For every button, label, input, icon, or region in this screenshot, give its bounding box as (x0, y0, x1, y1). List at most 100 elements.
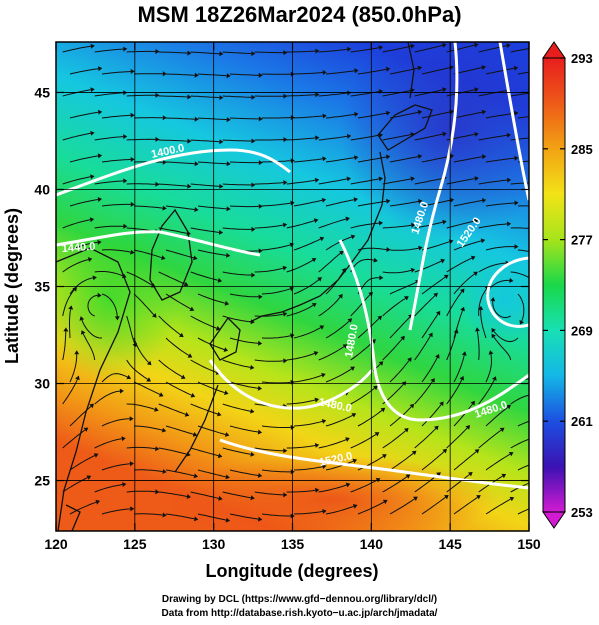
streamline-arrowhead (123, 223, 128, 229)
streamline (478, 134, 508, 141)
streamline (389, 200, 419, 207)
streamline-arrowhead (428, 332, 433, 338)
streamline (446, 291, 463, 317)
streamline-arrowhead (474, 449, 480, 454)
colorbar-min-arrow (542, 511, 566, 529)
streamline (414, 260, 442, 273)
streamline-arrowhead (442, 87, 447, 93)
streamline (62, 45, 91, 53)
streamline (133, 513, 163, 516)
streamline-arrowhead (442, 43, 447, 48)
streamline (318, 135, 348, 141)
streamline (350, 178, 380, 185)
streamline-arrowhead (382, 454, 387, 459)
streamline (133, 425, 163, 431)
streamline (286, 445, 316, 449)
streamline (101, 158, 131, 163)
streamline (69, 354, 78, 383)
ryukyu-islands (174, 384, 219, 473)
streamline-arrowhead (386, 247, 391, 252)
streamline (94, 225, 124, 229)
streamline (382, 89, 412, 97)
streamline-arrowhead (442, 131, 447, 137)
streamline (94, 271, 124, 277)
streamline (69, 277, 94, 295)
streamline-arrowhead (405, 474, 411, 479)
streamline (293, 374, 323, 383)
contour-1400 (56, 148, 291, 197)
streamline (126, 315, 136, 344)
streamline (62, 477, 88, 493)
streamline (325, 414, 353, 427)
streamline-arrowhead (474, 218, 479, 224)
map-plot-area: 1400.0 1440.0 1480.0 1520.0 1480.0 1480.… (56, 42, 529, 531)
streamline-arrowhead (250, 408, 255, 414)
streamline-arrowhead (89, 403, 94, 409)
contour-1440-west (56, 230, 261, 257)
streamline (453, 240, 482, 251)
streamline-arrowhead (373, 385, 378, 391)
streamline (350, 47, 380, 53)
streamline (254, 267, 284, 273)
streamline (82, 333, 96, 361)
streamline-arrowhead (418, 245, 423, 251)
streamline (485, 112, 515, 119)
streamline-arrowhead (283, 50, 288, 56)
streamline (62, 132, 91, 141)
streamline-arrowhead (507, 221, 512, 227)
streamline-arrowhead (410, 176, 415, 182)
streamline (158, 359, 183, 378)
streamline (350, 134, 380, 141)
streamline-arrowhead (407, 357, 412, 362)
streamline-arrowhead (319, 236, 325, 242)
streamline-arrowhead (442, 219, 447, 225)
streamline (517, 205, 529, 207)
streamline (69, 455, 96, 471)
streamline (493, 330, 519, 343)
streamline (389, 360, 410, 383)
streamline-arrowhead (224, 432, 230, 437)
streamline (190, 95, 220, 99)
streamline (382, 297, 406, 317)
x-tick-label: 125 (123, 536, 147, 552)
low-pressure-area (460, 255, 529, 345)
streamline (229, 161, 259, 164)
streamline (165, 425, 194, 435)
streamline (421, 67, 451, 75)
streamline-arrowhead (251, 182, 256, 188)
streamline (62, 289, 75, 317)
streamline-arrowhead (411, 222, 416, 228)
streamline-arrowhead (347, 90, 352, 96)
streamline-arrowhead (130, 69, 135, 74)
streamline (357, 200, 387, 207)
y-axis-ticks: 25 30 35 40 45 (34, 84, 529, 489)
streamline (517, 508, 529, 515)
streamline-arrowhead (314, 177, 320, 183)
streamline (222, 491, 251, 499)
streamline-arrowhead (121, 436, 126, 442)
streamline-arrowhead (283, 358, 288, 364)
streamline (421, 111, 451, 119)
streamline (133, 469, 163, 472)
streamline-arrowhead (385, 110, 391, 116)
streamline (229, 293, 259, 298)
streamline-arrowhead (385, 154, 391, 160)
streamline (158, 183, 188, 187)
streamline-arrowhead (97, 153, 103, 159)
streamline-arrowhead (193, 255, 198, 261)
streamline (286, 352, 315, 361)
streamline (476, 331, 480, 361)
streamline (69, 241, 98, 251)
streamline (165, 73, 195, 76)
streamline (318, 346, 345, 361)
streamline (190, 183, 220, 187)
coastlines (56, 42, 433, 531)
streamline-arrowhead (86, 475, 92, 480)
streamline-arrowhead (311, 258, 317, 263)
streamline-arrowhead (461, 351, 467, 356)
streamline-arrowhead (219, 95, 224, 101)
streamline (414, 177, 443, 185)
x-tick-label: 135 (281, 536, 305, 552)
streamline-arrowhead (283, 492, 288, 498)
streamline (286, 179, 316, 185)
